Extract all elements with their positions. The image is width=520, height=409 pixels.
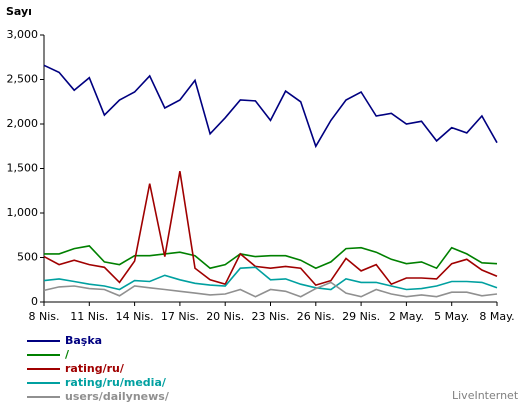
x-tick-label: 8 Nis.	[28, 310, 59, 323]
legend-label: rating/ru/media/	[65, 376, 167, 389]
x-tick-label: 14 Nis.	[116, 310, 154, 323]
x-tick-label: 17 Nis.	[161, 310, 199, 323]
series-line	[44, 245, 498, 270]
series-line	[43, 266, 498, 291]
x-tick-label: 11 Nis.	[70, 310, 108, 323]
legend-label: /	[65, 348, 70, 361]
y-axis-title: Sayı	[6, 5, 32, 18]
x-tick-label: 23 Nis.	[251, 310, 289, 323]
y-tick-label: 2,500	[7, 73, 39, 86]
source: LiveInternet	[452, 389, 519, 402]
y-tick-label: 1,500	[7, 162, 39, 175]
legend-label: rating/ru/	[65, 362, 125, 375]
x-tick-label: 8 May.	[479, 310, 514, 323]
x-tick-label: 5 May.	[434, 310, 469, 323]
y-tick-label: 1,000	[7, 206, 39, 219]
y-tick-label: 500	[17, 251, 38, 264]
legend-label: Başka	[65, 334, 102, 347]
y-tick-label: 3,000	[7, 28, 39, 41]
series-line	[43, 281, 498, 298]
y-tick-label: 2,000	[7, 117, 39, 130]
series-line	[43, 171, 498, 287]
x-tick-label: 20 Nis.	[206, 310, 244, 323]
legend-label: users/dailynews/	[65, 390, 170, 403]
y-tick-label: 0	[31, 295, 38, 308]
x-tick-label: 26 Nis.	[297, 310, 335, 323]
x-tick-label: 29 Nis.	[342, 310, 380, 323]
series-line	[43, 64, 498, 149]
x-tick-label: 2 May.	[389, 310, 424, 323]
